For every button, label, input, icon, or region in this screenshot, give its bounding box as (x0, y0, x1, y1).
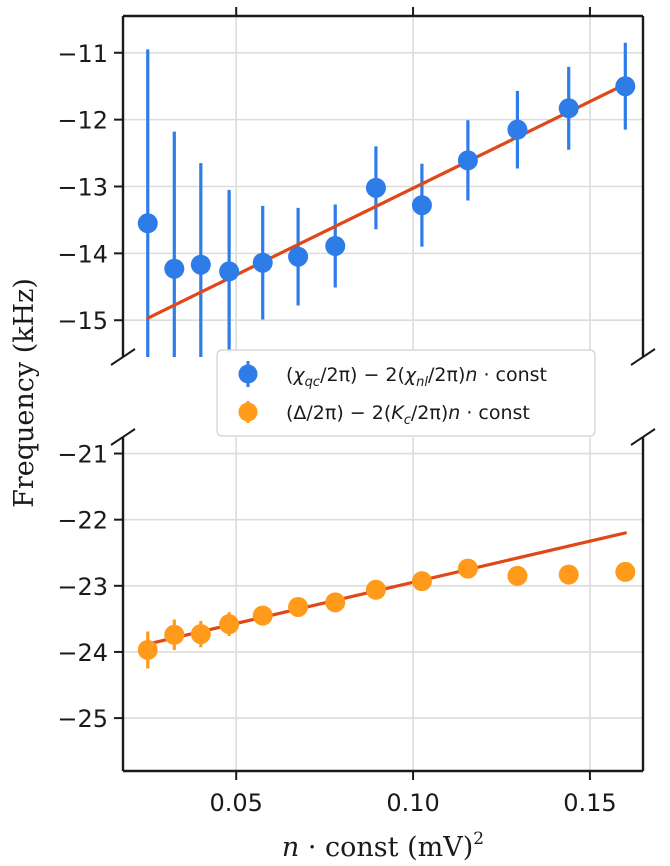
chi-point (615, 76, 636, 97)
x-axis-title-rest: · const (mV) (299, 832, 473, 863)
delta-point (411, 571, 432, 592)
delta-point (457, 558, 478, 579)
legend-box (216, 349, 596, 437)
upper-y-tick-label: −15 (57, 307, 108, 335)
legend-entry-chi: (χqc/2π) − 2(χnl/2π)n · const (238, 361, 547, 390)
upper-y-tick-label: −13 (57, 174, 108, 202)
lower-y-tick-label: −22 (57, 507, 108, 535)
x-tick-label: 0.15 (563, 789, 616, 817)
upper-y-tick-label: −14 (57, 240, 108, 268)
delta-point (190, 624, 211, 645)
delta-fit-line (146, 531, 627, 646)
x-axis-title-var: n (282, 832, 299, 863)
legend-chi-marker (238, 364, 258, 384)
chi-point (288, 246, 309, 267)
lower-y-tick-label: −25 (57, 705, 108, 733)
legend-entry-delta: (Δ/2π) − 2(Kc/2π)n · const (238, 401, 530, 428)
break-mark-upper-right (630, 348, 656, 366)
delta-point (252, 605, 273, 626)
chi-point (365, 177, 386, 198)
chi-point (164, 258, 185, 279)
upper-y-tick-label: −12 (57, 107, 108, 135)
lower-y-tick-label: −24 (57, 639, 108, 667)
delta-point (558, 564, 579, 585)
legend-chi-label: (χqc/2π) − 2(χnl/2π)n · const (286, 364, 547, 390)
chi-point (219, 261, 240, 282)
y-ticks-lower: −21 −22 −23 −24 −25 (57, 441, 123, 733)
x-ticks: 0.05 0.10 0.15 (209, 7, 617, 817)
series-delta (137, 531, 636, 669)
break-mark-upper-left (110, 348, 136, 366)
x-axis-title-sup: 2 (473, 829, 484, 849)
lower-y-tick-label: −21 (57, 441, 108, 469)
y-ticks-upper: −11 −12 −13 −14 −15 (57, 40, 123, 335)
delta-point (219, 614, 240, 635)
delta-point (507, 565, 528, 586)
chi-point (507, 119, 528, 140)
chi-point (558, 98, 579, 119)
grid-lower (123, 437, 643, 771)
chi-point (252, 252, 273, 273)
break-mark-lower-left (110, 428, 136, 446)
chi-point (137, 213, 158, 234)
delta-point (137, 639, 158, 660)
delta-point (615, 561, 636, 582)
delta-point (325, 592, 346, 613)
x-tick-label: 0.05 (209, 789, 262, 817)
upper-y-tick-label: −11 (57, 40, 108, 68)
delta-point (164, 624, 185, 645)
x-tick-label: 0.10 (386, 789, 439, 817)
chi-point (190, 254, 211, 275)
legend: (χqc/2π) − 2(χnl/2π)n · const (Δ/2π) − 2… (216, 349, 596, 437)
chi-point (325, 236, 346, 257)
chi-point (457, 150, 478, 171)
legend-delta-label: (Δ/2π) − 2(Kc/2π)n · const (286, 402, 530, 428)
y-axis-title: Frequency (kHz) (9, 278, 40, 508)
series-chi (137, 42, 636, 357)
chi-point (411, 195, 432, 216)
delta-point (288, 596, 309, 617)
delta-point (365, 579, 386, 600)
break-mark-lower-right (630, 428, 656, 446)
x-axis-title: n · const (mV)2 (282, 829, 484, 863)
legend-delta-marker (238, 402, 258, 422)
lower-y-tick-label: −23 (57, 573, 108, 601)
